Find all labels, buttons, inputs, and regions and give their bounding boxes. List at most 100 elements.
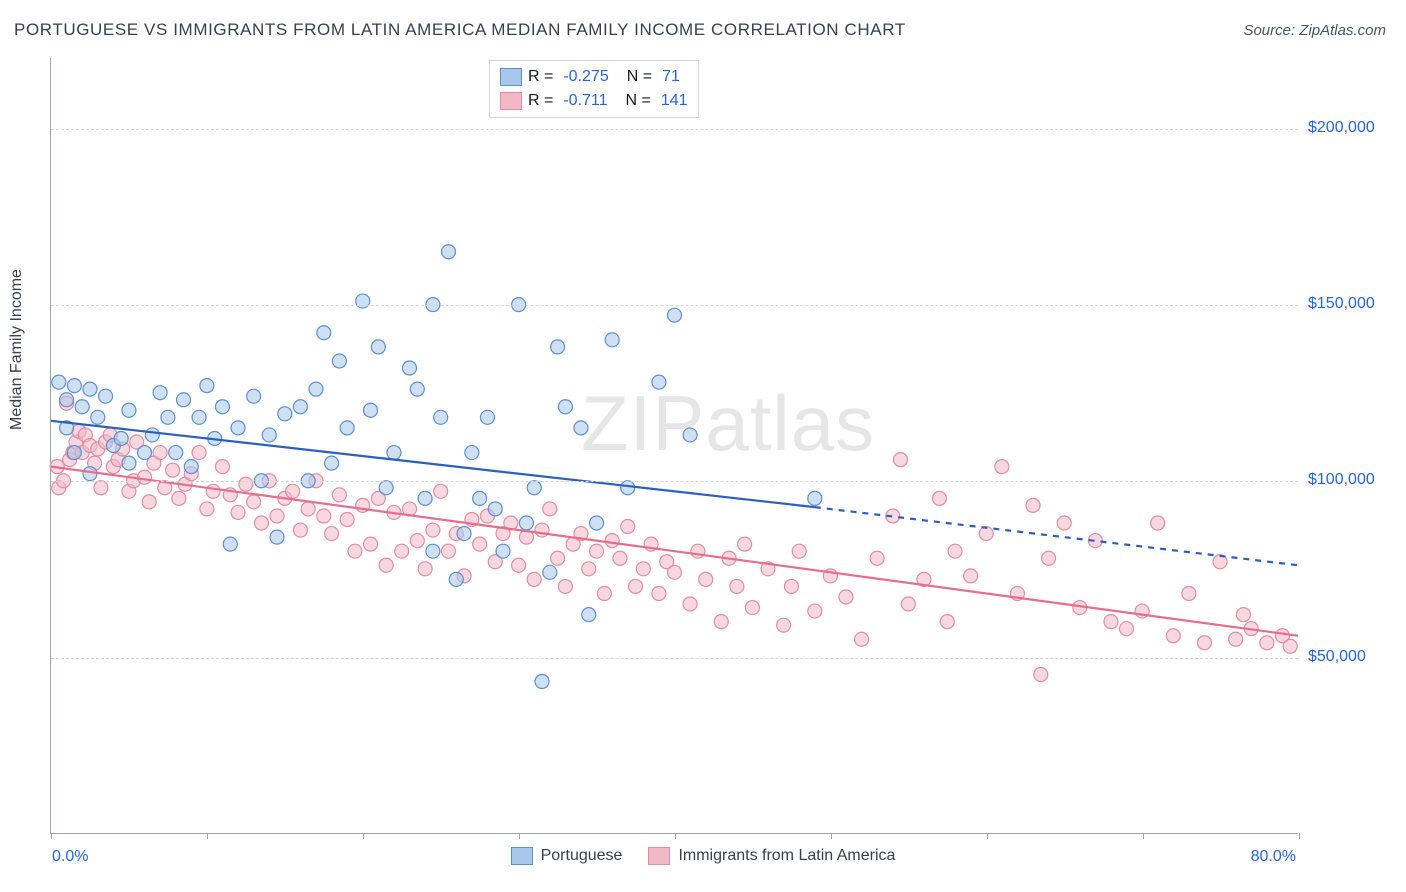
scatter-point [231, 505, 245, 519]
scatter-point [1236, 608, 1250, 622]
scatter-point [364, 403, 378, 417]
scatter-point [894, 453, 908, 467]
scatter-point [558, 400, 572, 414]
scatter-point [340, 512, 354, 526]
scatter-point [153, 446, 167, 460]
scatter-point [473, 537, 487, 551]
x-tick [363, 833, 364, 839]
x-tick [987, 833, 988, 839]
scatter-point [1229, 632, 1243, 646]
scatter-point [621, 520, 635, 534]
scatter-point [184, 460, 198, 474]
scatter-point [325, 527, 339, 541]
scatter-point [364, 537, 378, 551]
scatter-point [582, 608, 596, 622]
scatter-point [668, 565, 682, 579]
scatter-point [122, 456, 136, 470]
scatter-point [441, 245, 455, 259]
scatter-point [340, 421, 354, 435]
scatter-point [590, 544, 604, 558]
scatter-point [527, 481, 541, 495]
scatter-point [901, 597, 915, 611]
scatter-point [714, 615, 728, 629]
scatter-point [270, 509, 284, 523]
gridline [51, 481, 1298, 482]
scatter-point [387, 446, 401, 460]
scatter-point [1104, 615, 1118, 629]
stats-swatch-2 [500, 92, 522, 110]
scatter-point [512, 558, 526, 572]
scatter-point [605, 534, 619, 548]
gridline [51, 305, 1298, 306]
scatter-point [231, 421, 245, 435]
scatter-point [738, 537, 752, 551]
scatter-point [172, 491, 186, 505]
scatter-point [496, 544, 510, 558]
scatter-point [145, 428, 159, 442]
scatter-point [270, 530, 284, 544]
scatter-point [629, 579, 643, 593]
scatter-point [1166, 629, 1180, 643]
scatter-point [286, 484, 300, 498]
scatter-point [488, 502, 502, 516]
scatter-point [473, 491, 487, 505]
scatter-point [995, 460, 1009, 474]
chart-title: PORTUGUESE VS IMMIGRANTS FROM LATIN AMER… [14, 20, 906, 40]
scatter-point [169, 446, 183, 460]
scatter-point [60, 393, 74, 407]
scatter-point [574, 421, 588, 435]
scatter-point [192, 446, 206, 460]
scatter-point [1042, 551, 1056, 565]
stats-r-value-2: -0.711 [563, 92, 607, 110]
scatter-point [527, 572, 541, 586]
scatter-point [325, 456, 339, 470]
bottom-legend-item-1: Portuguese [511, 847, 623, 865]
y-tick-label: $200,000 [1308, 119, 1375, 137]
bottom-swatch-1 [511, 847, 533, 865]
stats-n-label-1: N = [627, 68, 652, 86]
scatter-point [434, 484, 448, 498]
bottom-swatch-2 [648, 847, 670, 865]
x-tick [207, 833, 208, 839]
scatter-point [379, 481, 393, 495]
bottom-legend-item-2: Immigrants from Latin America [648, 847, 895, 865]
scatter-point [99, 389, 113, 403]
y-tick-label: $50,000 [1308, 648, 1366, 666]
scatter-point [67, 446, 81, 460]
stats-legend: R = -0.275 N = 71 R = -0.711 N = 141 [489, 60, 699, 118]
scatter-point [652, 586, 666, 600]
scatter-point [940, 615, 954, 629]
scatter-point [52, 375, 66, 389]
scatter-point [262, 428, 276, 442]
chart-source: Source: ZipAtlas.com [1243, 22, 1386, 39]
y-tick-label: $150,000 [1308, 295, 1375, 313]
scatter-point [855, 632, 869, 646]
plot-area: ZIPatlas R = -0.275 N = 71 R = -0.711 N … [50, 58, 1298, 834]
scatter-point [1283, 639, 1297, 653]
scatter-point [410, 534, 424, 548]
scatter-point [379, 558, 393, 572]
scatter-point [317, 509, 331, 523]
scatter-point [434, 410, 448, 424]
scatter-point [1151, 516, 1165, 530]
scatter-point [301, 502, 315, 516]
scatter-point [215, 460, 229, 474]
y-tick-label: $100,000 [1308, 471, 1375, 489]
scatter-point [371, 340, 385, 354]
chart-svg [51, 58, 1298, 833]
scatter-point [1182, 586, 1196, 600]
gridline [51, 129, 1298, 130]
scatter-point [332, 354, 346, 368]
gridline [51, 658, 1298, 659]
scatter-point [317, 326, 331, 340]
scatter-point [1034, 667, 1048, 681]
stats-n-label-2: N = [626, 92, 651, 110]
scatter-point [91, 410, 105, 424]
stats-swatch-1 [500, 68, 522, 86]
scatter-point [683, 428, 697, 442]
scatter-point [1120, 622, 1134, 636]
scatter-point [239, 477, 253, 491]
scatter-point [457, 527, 471, 541]
scatter-point [441, 544, 455, 558]
bottom-legend-label-1: Portuguese [541, 847, 623, 864]
